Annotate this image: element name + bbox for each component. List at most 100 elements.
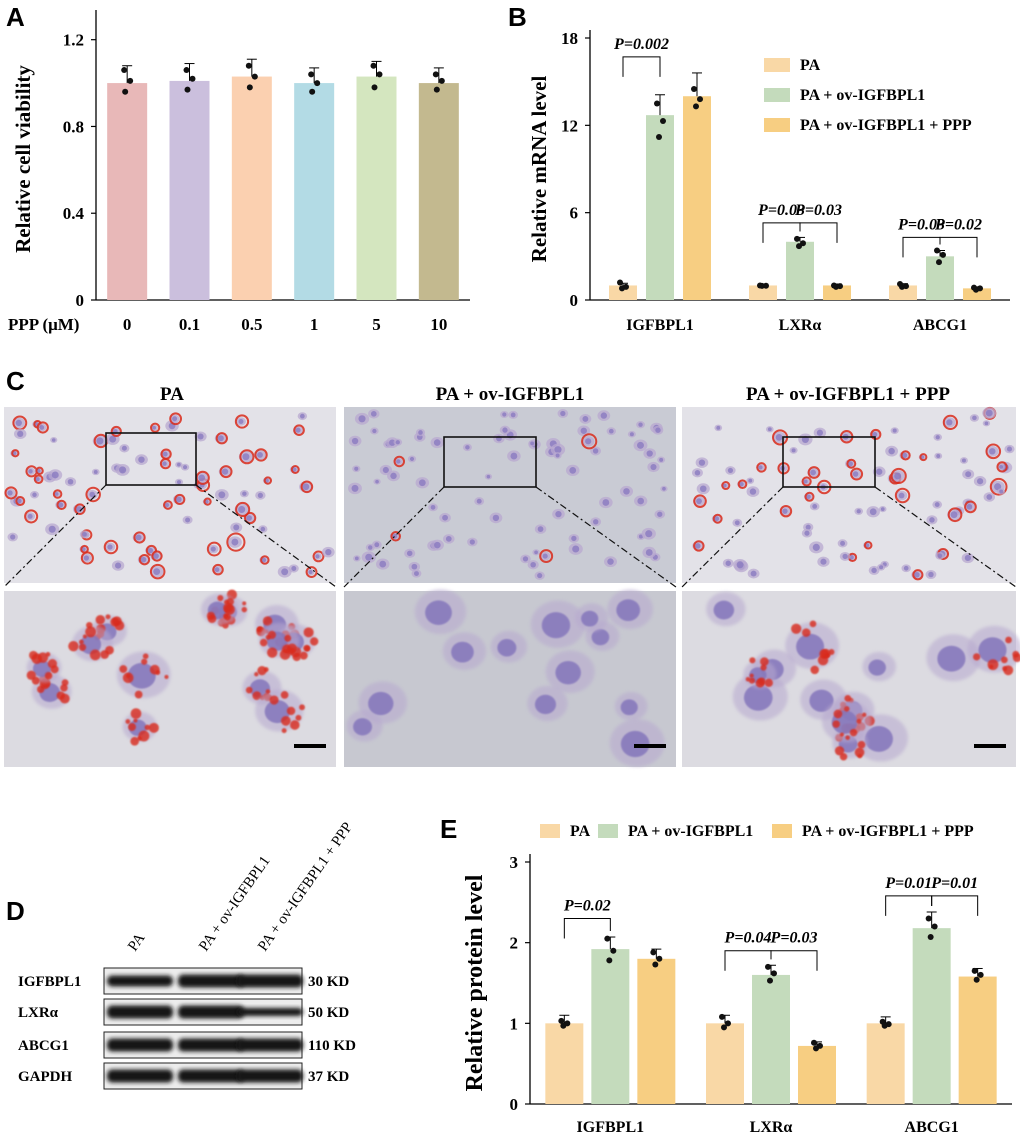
blot-band [107,1005,173,1019]
lipid-stain [56,499,67,511]
significance-bracket [563,917,611,939]
lipid-stain [244,511,257,525]
cell-nucleus [880,507,885,511]
cell-nucleus [10,534,16,540]
data-point [697,96,703,103]
y-tick-label: 1.2 [63,31,84,50]
cell-nucleus [935,435,940,440]
size-label: 50 KD [308,1005,349,1021]
lipid-droplet [1012,650,1020,658]
legend-swatch [540,824,560,838]
significance-bracket [770,950,818,971]
lipid-stain [206,541,222,557]
data-point [376,71,383,78]
cell-nucleus [469,539,475,545]
cell-nucleus [796,633,825,660]
lipid-droplet [295,714,302,721]
cell-nucleus [803,479,808,484]
lipid-droplet [61,679,69,686]
lipid-stain [163,500,173,510]
significance-bracket [939,236,978,258]
lipid-stain [4,486,18,500]
lipid-droplet [68,640,79,652]
cell-nucleus [16,498,22,504]
lipid-droplet [207,614,217,624]
data-point [977,971,984,978]
x-tick-label: IGFBPL1 [577,1119,645,1136]
cell-nucleus [295,427,301,433]
data-point [881,1022,888,1029]
cell-nucleus [204,499,209,504]
cell-nucleus [17,430,24,437]
y-tick-label: 0.4 [63,204,85,223]
cell-nucleus [291,565,297,571]
protein-label: GAPDH [18,1069,72,1085]
data-point [121,67,128,74]
data-point [656,955,663,962]
data-point [309,88,316,95]
cell-nucleus [115,562,122,569]
cell-nucleus [898,492,905,499]
cell-nucleus [961,458,966,463]
cell-nucleus [372,428,377,434]
p-value-label: P=0.02 [934,216,982,233]
cell-nucleus [121,445,127,451]
lipid-droplet [280,691,289,699]
size-label: 110 KD [308,1038,356,1054]
data-point [370,62,377,69]
x-tick-label: 0 [123,315,132,334]
cell-nucleus [816,429,824,436]
lipid-stain [846,458,857,469]
bar [889,285,917,300]
data-point [371,84,378,91]
significance-bracket [622,56,661,77]
cell-nucleus [725,560,731,566]
cell-nucleus [716,425,721,430]
x-tick-label: 10 [430,315,447,334]
p-value-label: P=0.02 [563,897,611,914]
lipid-droplet [254,672,259,677]
panel-letter-d: D [6,896,25,926]
cell-nucleus [999,465,1003,469]
cell-nucleus [260,526,266,532]
y-tick-label: 2 [510,934,519,953]
scale-bar [634,744,666,748]
lipid-stain [35,466,44,476]
cell-nucleus [153,553,159,559]
cell-nucleus [445,535,452,542]
cell-nucleus [758,465,763,470]
bar-0.1 [169,80,210,301]
cell-nucleus [530,561,536,568]
cell-nucleus [198,474,206,482]
lipid-stain [539,549,554,564]
cell-nucleus [83,555,90,561]
lipid-stain [74,503,86,515]
lipid-stain [712,513,723,524]
cell-nucleus [308,570,313,575]
lipid-droplet [817,654,829,666]
cell-nucleus [767,427,772,432]
y-tick-label: 6 [570,204,579,223]
lipid-droplet [50,665,59,674]
lipid-droplet [757,677,766,686]
legend-label: PA [570,823,591,840]
lipid-droplet [125,719,131,724]
cell-nucleus [965,471,972,478]
lipid-droplet [287,647,296,655]
cell-nucleus [637,497,645,505]
lipid-droplet [299,704,305,711]
x-tick-label: 1 [310,315,319,334]
cell-nucleus [172,416,178,422]
lipid-droplet [845,735,850,740]
data-point [610,947,617,954]
lipid-droplet [292,652,301,662]
cell-nucleus [714,516,720,522]
bar [866,1023,905,1104]
cell-nucleus [354,466,359,471]
cell-nucleus [89,491,95,498]
lipid-droplet [148,722,159,733]
data-point [936,259,942,266]
chart-e: 0 1 2 3 Relative protein level IGFBPL1 LXRα ABC… [462,823,1012,1136]
